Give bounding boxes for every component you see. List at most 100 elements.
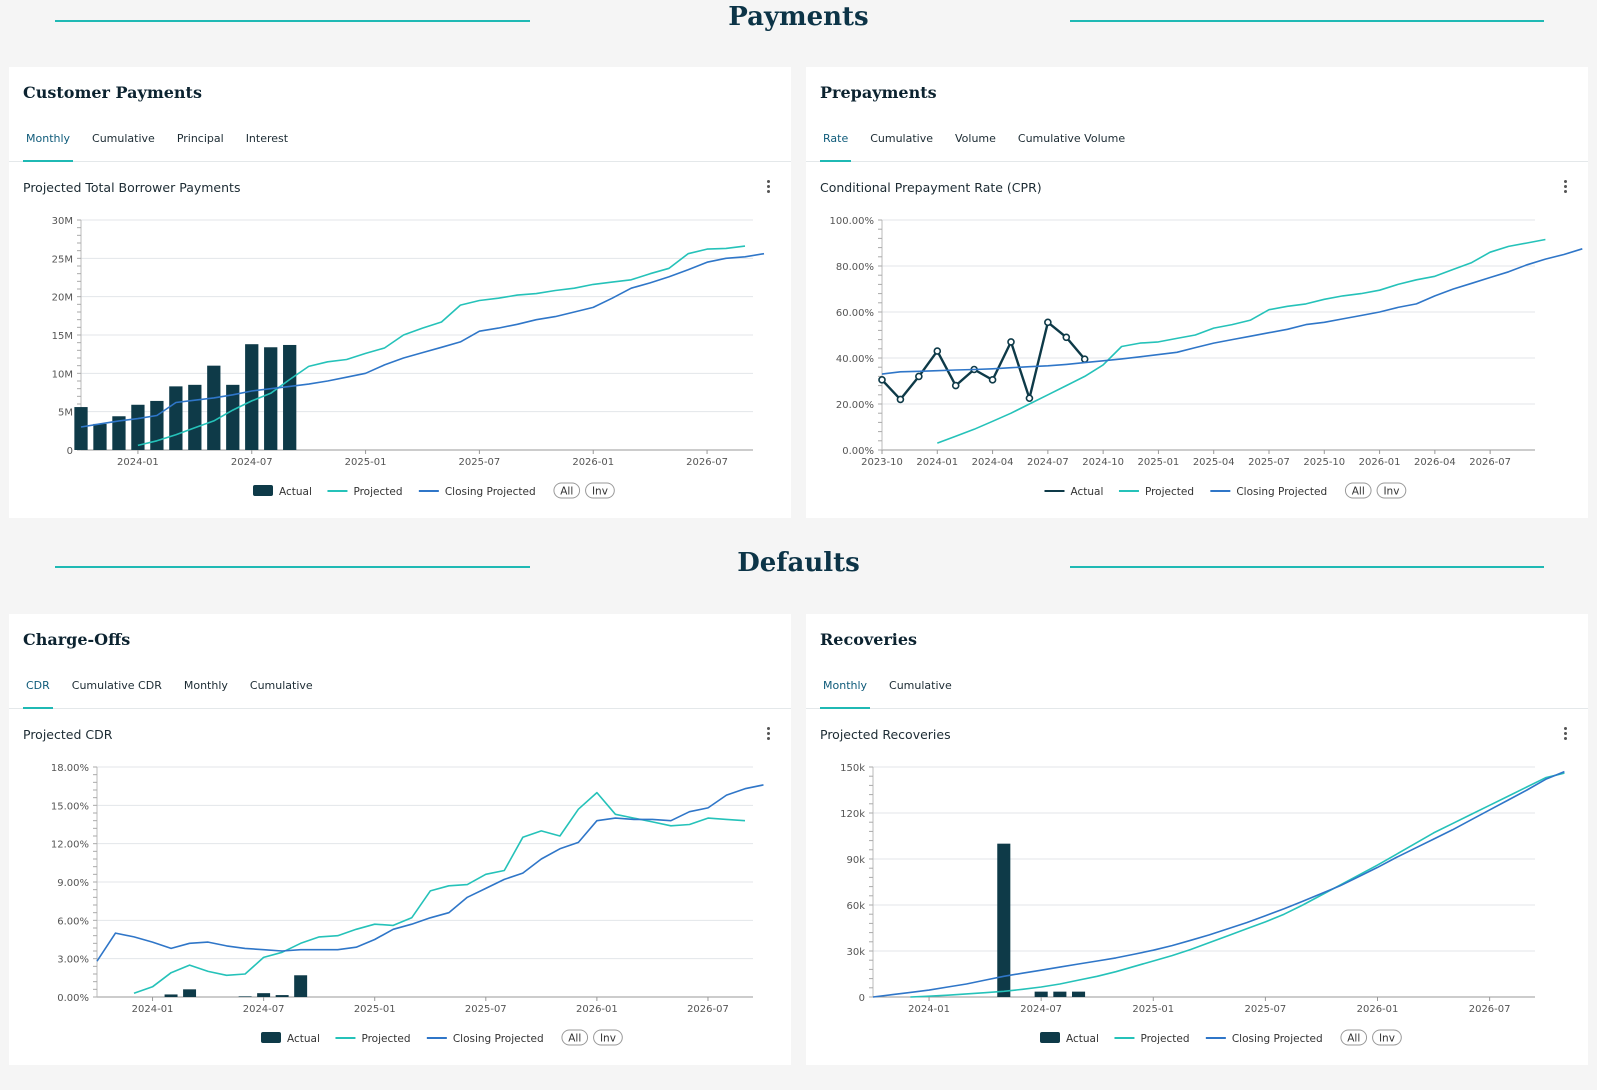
line-closing-projected[interactable]: [80, 252, 765, 428]
line-projected[interactable]: [137, 245, 746, 447]
tab-interest[interactable]: Interest: [245, 132, 289, 145]
tab-cumulative[interactable]: Cumulative: [889, 679, 952, 692]
bar-actual[interactable]: [1053, 991, 1067, 997]
legend-item[interactable]: Closing Projected: [1210, 486, 1327, 498]
legend-toggle-inv[interactable]: Inv: [585, 482, 615, 499]
legend-swatch: [1040, 1032, 1060, 1043]
legend-toggle-inv[interactable]: Inv: [1376, 482, 1407, 499]
point-actual[interactable]: [988, 376, 997, 384]
kebab-menu-icon[interactable]: [763, 727, 773, 745]
legend-item[interactable]: Actual: [1044, 486, 1104, 498]
line-projected[interactable]: [937, 238, 1546, 444]
legend-label: Closing Projected: [1232, 1033, 1323, 1045]
line-projected[interactable]: [133, 791, 746, 994]
x-tick-label: 2025-01: [345, 457, 387, 468]
tab-monthly[interactable]: Monthly: [823, 679, 868, 692]
kebab-menu-icon[interactable]: [763, 180, 773, 198]
tab-monthly[interactable]: Monthly: [183, 679, 228, 692]
chart-recoveries: 0 30k 60k 90k 120k 150k 2024-01 2024-07 2025-01 2…: [840, 763, 1565, 1046]
legend-item[interactable]: Actual: [1040, 1032, 1099, 1045]
bar-actual[interactable]: [207, 365, 221, 450]
tab-cumulative[interactable]: Cumulative: [870, 132, 934, 145]
tab-cumulative[interactable]: Cumulative: [92, 132, 155, 145]
tab-cumulative[interactable]: Cumulative: [249, 679, 313, 692]
legend-item[interactable]: Projected: [335, 1033, 411, 1045]
card-title: Customer Payments: [23, 83, 202, 102]
x-tick-label: 2025-07: [459, 457, 501, 468]
legend-toggle-inv[interactable]: Inv: [593, 1029, 623, 1046]
legend-toggle-all[interactable]: All: [1340, 1029, 1368, 1046]
bar-actual[interactable]: [245, 344, 259, 450]
toggle-pill: [1340, 1029, 1368, 1046]
tab-volume[interactable]: Volume: [955, 132, 996, 145]
legend-toggle-all[interactable]: All: [553, 482, 581, 499]
bar-actual[interactable]: [164, 994, 178, 997]
point-actual[interactable]: [1044, 318, 1052, 327]
legend-label: Actual: [1066, 1033, 1099, 1045]
toggle-label: All: [568, 1033, 581, 1045]
point-actual[interactable]: [896, 395, 905, 404]
bar-actual[interactable]: [74, 407, 88, 450]
legend-toggle-inv[interactable]: Inv: [1372, 1029, 1402, 1046]
legend-label: Actual: [1071, 486, 1104, 498]
point-actual[interactable]: [878, 376, 886, 384]
line-projected[interactable]: [910, 772, 1565, 998]
legend-item[interactable]: Projected: [1114, 1033, 1190, 1045]
bar-actual[interactable]: [997, 843, 1011, 997]
legend-item[interactable]: Projected: [327, 486, 403, 498]
x-tick-label: 2025-07: [1248, 457, 1290, 468]
tab-cumulative-volume[interactable]: Cumulative Volume: [1017, 132, 1126, 145]
bar-actual[interactable]: [275, 995, 289, 997]
bar-actual[interactable]: [1034, 991, 1048, 997]
kebab-menu-icon[interactable]: [1560, 727, 1570, 745]
bar-actual[interactable]: [283, 344, 297, 450]
bar-actual[interactable]: [188, 384, 202, 450]
bar-actual[interactable]: [238, 996, 252, 997]
bar-actual[interactable]: [131, 404, 145, 450]
line-closing-projected[interactable]: [872, 770, 1565, 998]
card-title: Recoveries: [820, 630, 918, 649]
point-actual[interactable]: [1080, 355, 1089, 363]
legend-toggle-all[interactable]: All: [561, 1029, 589, 1046]
point-actual[interactable]: [1062, 333, 1071, 342]
toggle-pill: [593, 1029, 623, 1046]
point-actual[interactable]: [1025, 394, 1034, 403]
legend-item[interactable]: Closing Projected: [1205, 1033, 1323, 1045]
bar-actual[interactable]: [226, 384, 240, 450]
legend-item[interactable]: Actual: [261, 1032, 320, 1045]
legend-item[interactable]: Closing Projected: [418, 486, 536, 498]
bar-actual[interactable]: [169, 386, 183, 450]
legend-item[interactable]: Actual: [253, 485, 312, 498]
tab-rate[interactable]: Rate: [823, 132, 849, 145]
y-tick-label: 0: [67, 446, 73, 457]
bar-actual[interactable]: [93, 423, 107, 450]
bar-actual[interactable]: [1072, 991, 1086, 997]
bar-actual[interactable]: [183, 989, 197, 997]
bar-actual[interactable]: [112, 416, 126, 450]
line-actual[interactable]: [881, 321, 1086, 401]
tab-cdr[interactable]: CDR: [26, 679, 50, 692]
tab-monthly[interactable]: Monthly: [26, 132, 71, 145]
legend-item[interactable]: Closing Projected: [426, 1033, 544, 1045]
bar-actual[interactable]: [264, 347, 278, 450]
x-tick-label: 2026-07: [1469, 1004, 1511, 1015]
section-header-payments: Payments: [0, 2, 1597, 42]
section-header-defaults: Defaults: [0, 548, 1597, 588]
point-actual[interactable]: [915, 372, 923, 381]
legend-toggle-all[interactable]: All: [1344, 482, 1372, 499]
y-tick-label: 40.00%: [836, 354, 874, 365]
legend-item[interactable]: Projected: [1118, 486, 1194, 498]
tab-cumulative-cdr[interactable]: Cumulative CDR: [71, 679, 162, 692]
x-tick-label: 2026-07: [1469, 457, 1511, 468]
point-actual[interactable]: [951, 381, 960, 390]
legend-label: Closing Projected: [1236, 486, 1327, 498]
point-actual[interactable]: [933, 347, 942, 355]
legend-label: Projected: [1145, 486, 1194, 498]
kebab-menu-icon[interactable]: [1560, 180, 1570, 198]
bar-actual[interactable]: [257, 993, 271, 997]
line-closing-projected[interactable]: [96, 784, 764, 962]
tab-principal[interactable]: Principal: [176, 132, 224, 145]
line-closing-projected[interactable]: [881, 248, 1583, 375]
bar-actual[interactable]: [294, 975, 308, 997]
point-actual[interactable]: [1007, 338, 1015, 346]
